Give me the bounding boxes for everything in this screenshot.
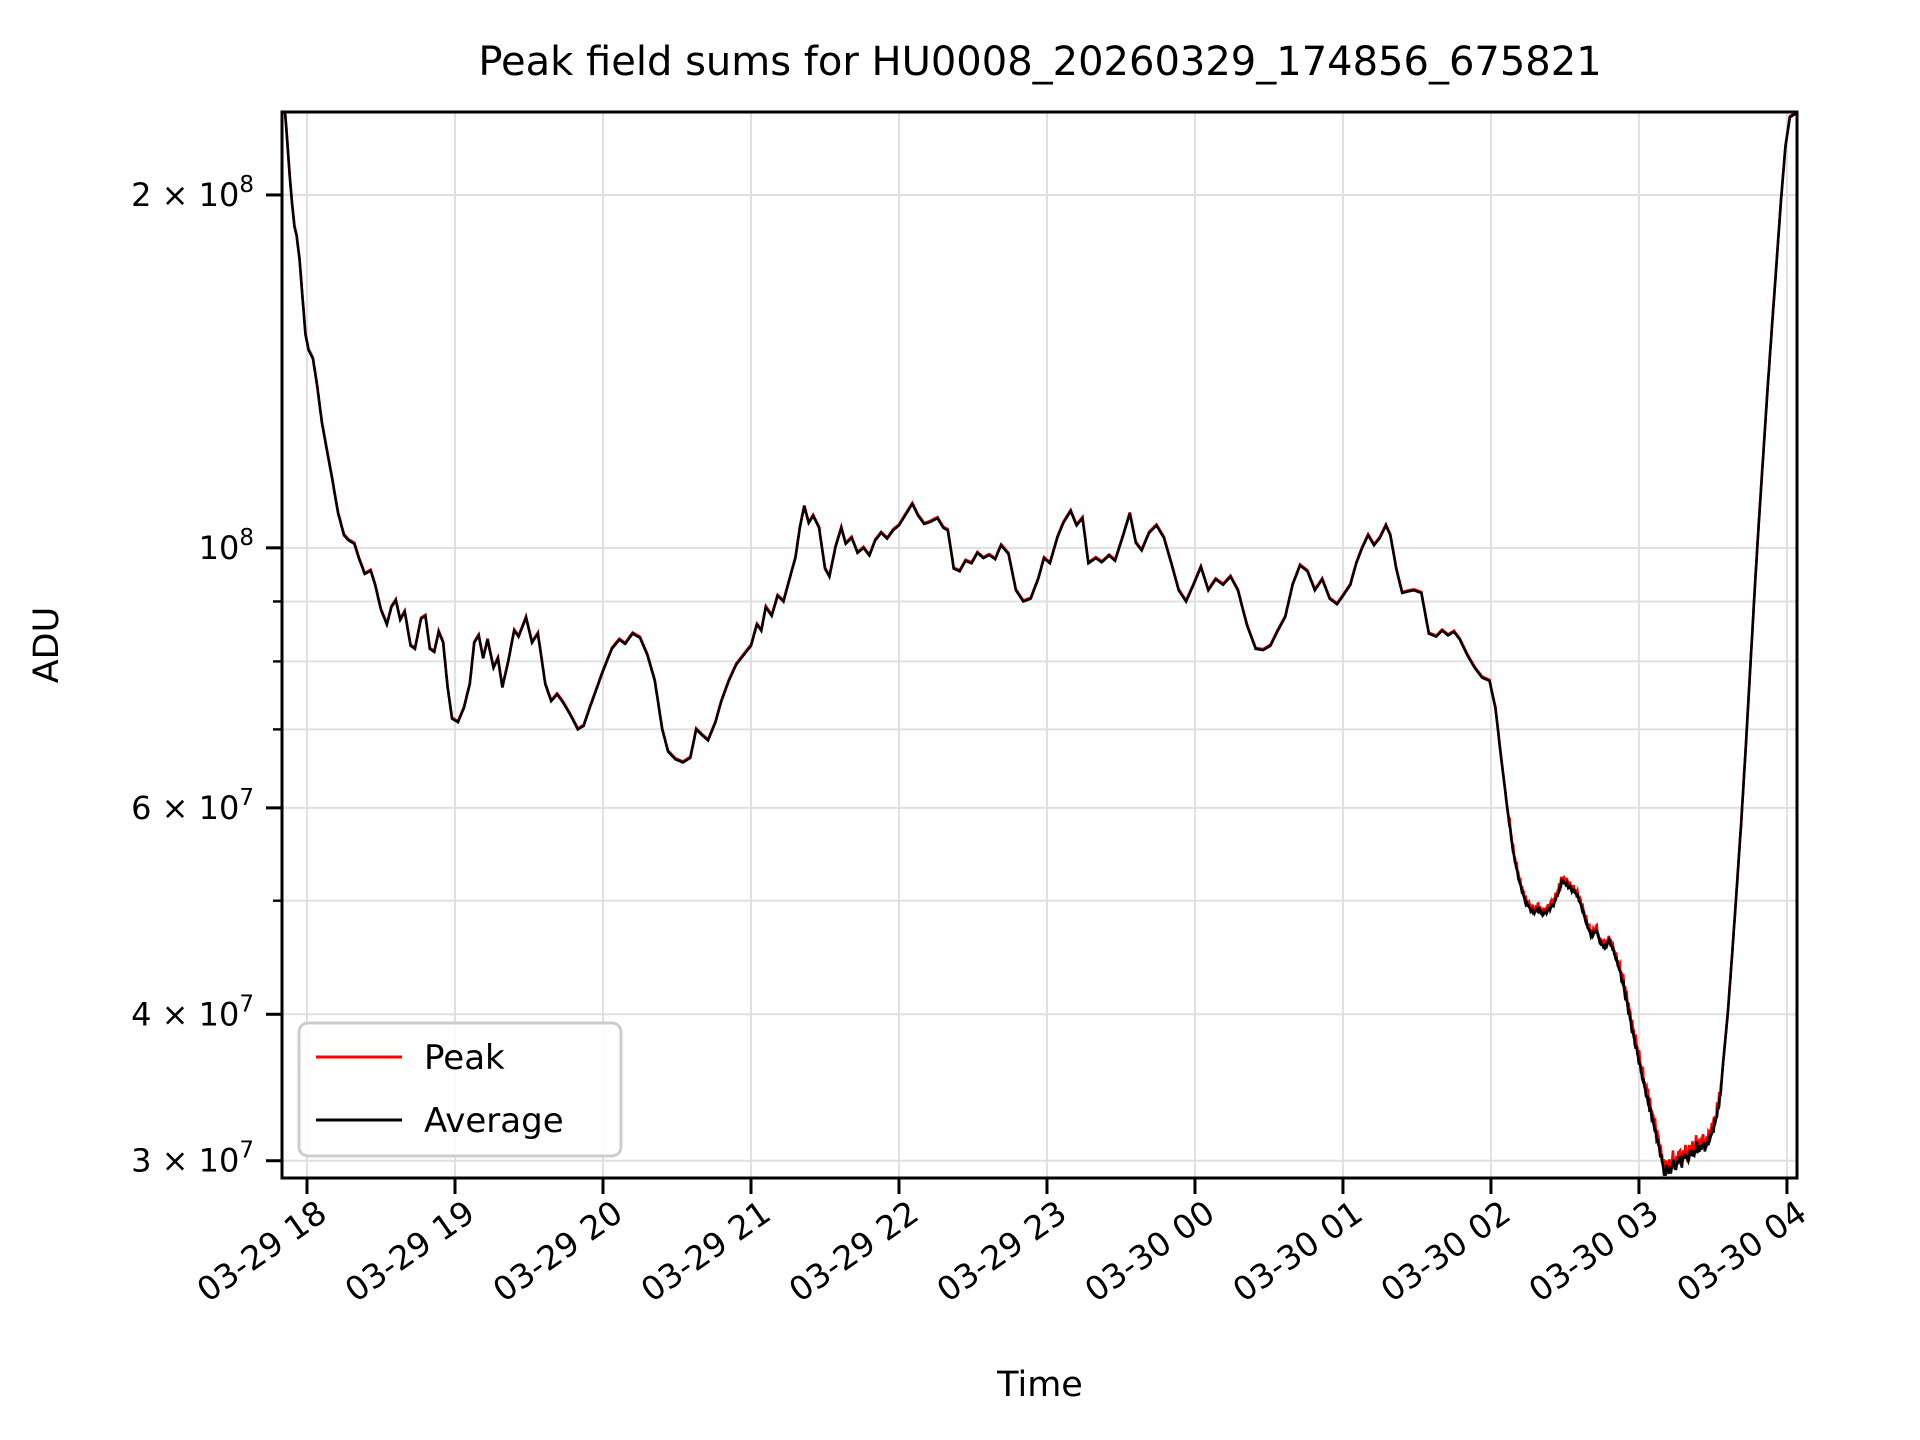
x-tick-label: 03-30 01 (1226, 1193, 1370, 1310)
x-tick-label: 03-30 00 (1078, 1193, 1222, 1310)
y-axis-label: ADU (27, 607, 67, 684)
x-tick-labels: 03-29 18 03-29 19 03-29 20 03-29 21 03-29 22… (190, 1193, 1814, 1310)
data-series (283, 112, 1797, 1177)
plot-area (282, 112, 1797, 1178)
legend: Peak Average (297, 1021, 623, 1158)
axis-ticks (266, 193, 1789, 1194)
x-tick-label: 03-29 22 (782, 1193, 926, 1310)
x-tick-label: 03-29 23 (930, 1193, 1074, 1310)
average-line (283, 112, 1797, 1177)
y-tick-label: 4 × 107 (131, 991, 254, 1033)
legend-peak-label: Peak (424, 1038, 505, 1078)
x-tick-label: 03-30 03 (1522, 1193, 1666, 1310)
y-tick-label: 3 × 107 (131, 1138, 254, 1180)
plot-border (280, 110, 1799, 1180)
y-tick-label: 6 × 107 (131, 785, 254, 827)
x-tick-label: 03-29 19 (338, 1193, 482, 1310)
x-axis-label: Time (996, 1365, 1083, 1405)
x-tick-label: 03-29 20 (486, 1193, 630, 1310)
x-tick-label: 03-30 04 (1670, 1193, 1814, 1310)
chart-title: Peak field sums for HU0008_20260329_1748… (478, 39, 1601, 85)
legend-average-label: Average (424, 1101, 564, 1141)
y-tick-labels: 2 × 108 108 6 × 107 4 × 107 3 × 107 (131, 172, 254, 1180)
x-tick-label: 03-30 02 (1374, 1193, 1518, 1310)
grid-lines (282, 112, 1797, 1178)
y-tick-label: 108 (199, 525, 254, 567)
y-tick-label: 2 × 108 (131, 172, 254, 214)
x-tick-label: 03-29 21 (634, 1193, 778, 1310)
x-tick-label: 03-29 18 (190, 1193, 334, 1310)
